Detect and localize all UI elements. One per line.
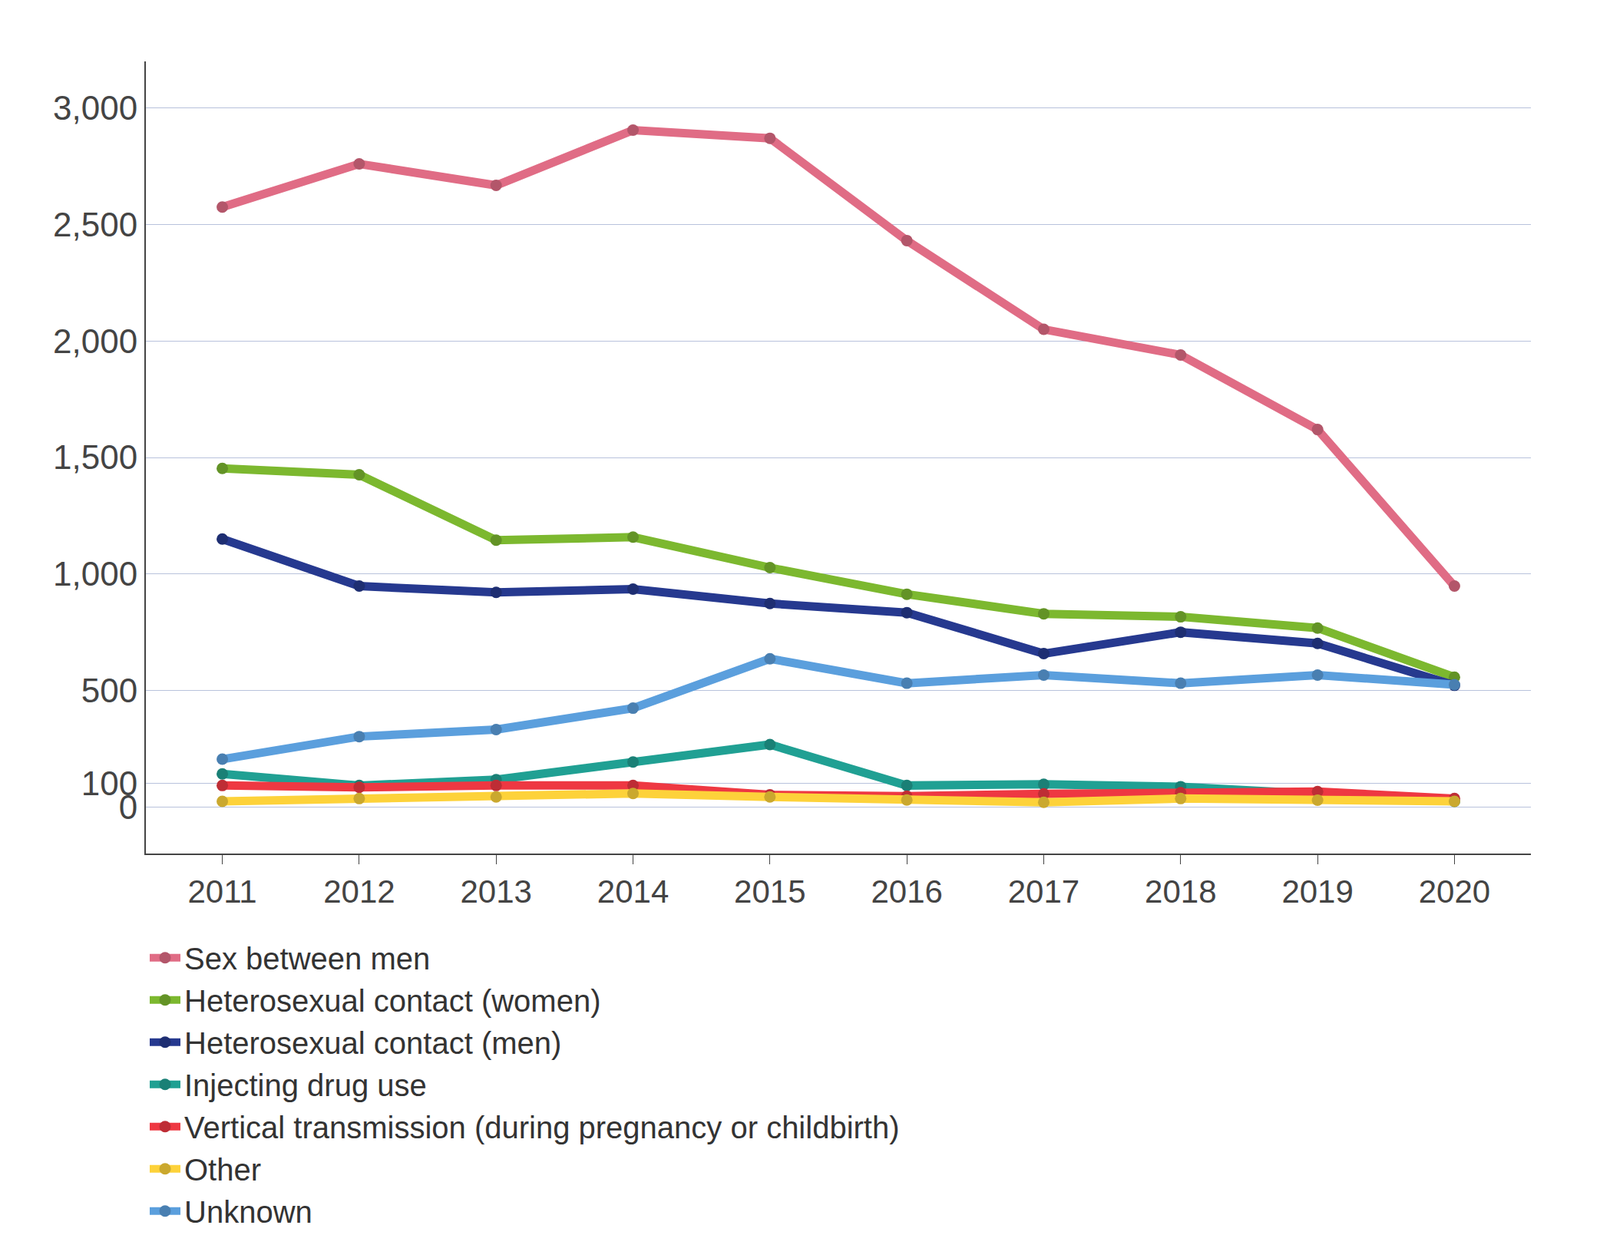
svg-text:2011: 2011 xyxy=(187,873,257,910)
svg-text:2015: 2015 xyxy=(733,873,806,910)
svg-text:Unknown: Unknown xyxy=(184,1195,313,1230)
svg-text:Vertical transmission (during: Vertical transmission (during pregnancy … xyxy=(184,1110,900,1145)
svg-text:Heterosexual contact (women): Heterosexual contact (women) xyxy=(184,984,601,1019)
svg-text:Sex between men: Sex between men xyxy=(184,942,430,976)
svg-text:2017: 2017 xyxy=(1008,873,1080,910)
svg-text:2018: 2018 xyxy=(1144,873,1217,910)
svg-text:3,000: 3,000 xyxy=(52,89,138,127)
svg-text:Injecting drug use: Injecting drug use xyxy=(184,1068,427,1103)
svg-text:2,000: 2,000 xyxy=(52,322,138,361)
svg-text:2,500: 2,500 xyxy=(52,205,138,244)
svg-text:2019: 2019 xyxy=(1281,873,1353,910)
svg-text:1,000: 1,000 xyxy=(52,555,138,593)
svg-text:2013: 2013 xyxy=(459,873,532,910)
svg-text:0: 0 xyxy=(119,788,138,827)
svg-text:500: 500 xyxy=(81,671,138,710)
svg-text:2014: 2014 xyxy=(597,873,669,910)
svg-text:Heterosexual contact (men): Heterosexual contact (men) xyxy=(184,1026,562,1061)
svg-text:2020: 2020 xyxy=(1418,873,1491,910)
svg-text:2016: 2016 xyxy=(870,873,943,910)
svg-text:2012: 2012 xyxy=(323,873,395,910)
svg-text:100: 100 xyxy=(81,764,138,803)
svg-text:1,500: 1,500 xyxy=(52,438,138,477)
svg-text:Other: Other xyxy=(184,1153,262,1187)
